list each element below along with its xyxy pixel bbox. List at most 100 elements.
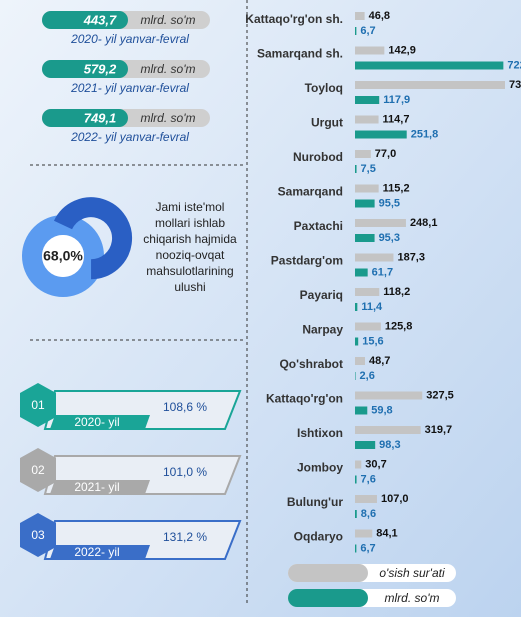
- growth-value: 101,0 %: [163, 465, 207, 479]
- growth-year: 2020- yil: [74, 415, 119, 429]
- bar: [355, 130, 407, 139]
- category-label: Samarqand: [278, 185, 343, 199]
- value-label: 327,5: [426, 389, 454, 401]
- growth-year-bg: [50, 545, 150, 559]
- pill-value: 749,1: [84, 110, 117, 125]
- pill-value-bg: [42, 60, 128, 78]
- value-label: 11,4: [361, 301, 383, 313]
- bar: [355, 150, 371, 158]
- bar: [355, 426, 421, 434]
- donut-text: mahsulotlarining: [146, 264, 233, 278]
- donut-text: mollari ishlab: [155, 216, 225, 230]
- bar: [355, 495, 377, 503]
- donut-label: 68,0%: [43, 248, 83, 264]
- value-label: 118,2: [383, 286, 410, 298]
- donut-text: Jami iste'mol: [156, 200, 225, 214]
- bar: [355, 81, 505, 89]
- bar: [355, 199, 375, 208]
- value-label: 2,6: [360, 370, 375, 382]
- value-label: 115,2: [383, 182, 410, 194]
- bar: [355, 165, 357, 173]
- bar: [355, 441, 376, 449]
- bar: [355, 61, 504, 70]
- pill-caption: 2021- yil yanvar-fevral: [70, 81, 189, 95]
- bar: [355, 115, 379, 124]
- bar: [355, 406, 368, 415]
- pill-value-bg: [42, 109, 128, 127]
- donut-text: nooziq-ovqat: [156, 248, 225, 262]
- pill-caption: 2022- yil yanvar-fevral: [70, 130, 189, 144]
- bar: [355, 391, 423, 400]
- category-label: Nurobod: [293, 150, 343, 164]
- category-label: Kattaqo'rg'on: [266, 392, 343, 406]
- bar: [355, 510, 357, 518]
- pill-unit: mlrd. so'm: [141, 13, 196, 27]
- bar: [355, 322, 381, 331]
- bar: [355, 303, 358, 311]
- donut-hole: [42, 235, 84, 277]
- value-label: 107,0: [381, 493, 409, 505]
- value-label: 251,8: [411, 128, 439, 140]
- pill-unit: mlrd. so'm: [141, 111, 196, 125]
- bar: [355, 27, 357, 35]
- bar: [355, 184, 379, 193]
- category-label: Oqdaryo: [294, 530, 343, 544]
- category-label: Urgut: [311, 116, 343, 130]
- growth-badge: [20, 448, 56, 492]
- value-label: 59,8: [371, 404, 392, 416]
- value-label: 95,3: [379, 232, 400, 244]
- value-label: 248,1: [410, 217, 438, 229]
- category-label: Paxtachi: [294, 219, 343, 233]
- donut-text: ulushi: [174, 280, 205, 294]
- growth-year-bg: [50, 480, 150, 494]
- value-label: 95,5: [379, 197, 400, 209]
- bar: [355, 253, 394, 262]
- value-label: 142,9: [388, 44, 416, 56]
- growth-number: 01: [31, 398, 45, 412]
- growth-number: 02: [31, 463, 45, 477]
- bar: [355, 372, 356, 380]
- value-label: 125,8: [385, 320, 413, 332]
- category-label: Qo'shrabot: [279, 357, 343, 371]
- bar: [355, 460, 362, 469]
- value-label: 114,7: [383, 113, 410, 125]
- category-label: Bulung'ur: [287, 495, 344, 509]
- bar: [355, 234, 375, 242]
- category-label: Ishtixon: [297, 426, 343, 440]
- growth-badge: [20, 513, 56, 557]
- bar: [355, 96, 380, 104]
- value-label: 30,7: [365, 458, 386, 470]
- growth-year: 2021- yil: [74, 480, 119, 494]
- bar: [355, 288, 380, 296]
- value-label: 98,3: [379, 439, 400, 451]
- bar: [355, 529, 373, 538]
- value-label: 48,7: [369, 355, 390, 367]
- category-label: Kattaqo'rg'on sh.: [245, 12, 343, 26]
- value-label: 7,6: [361, 473, 376, 485]
- legend-swatch: [288, 564, 368, 582]
- donut-arc: [53, 197, 133, 280]
- legend-label: o'sish sur'ati: [379, 566, 445, 580]
- value-label: 15,6: [362, 335, 383, 347]
- value-label: 117,9: [383, 94, 410, 106]
- category-label: Narpay: [302, 323, 343, 337]
- bar: [355, 12, 365, 20]
- bar: [355, 475, 357, 484]
- value-label: 730,5: [509, 79, 521, 91]
- value-label: 46,8: [369, 10, 390, 22]
- bar: [355, 357, 365, 365]
- growth-year: 2022- yil: [74, 545, 119, 559]
- value-label: 319,7: [425, 424, 453, 436]
- category-label: Samarqand sh.: [257, 47, 343, 61]
- growth-badge: [20, 383, 56, 427]
- growth-year-bg: [50, 415, 150, 429]
- pill-value: 443,7: [83, 12, 117, 27]
- value-label: 61,7: [372, 266, 393, 278]
- value-label: 6,7: [360, 542, 375, 554]
- value-label: 722,5: [507, 59, 521, 71]
- value-label: 6,7: [360, 25, 375, 37]
- bar: [355, 219, 406, 227]
- value-label: 84,1: [376, 527, 397, 539]
- pill-value: 579,2: [84, 61, 117, 76]
